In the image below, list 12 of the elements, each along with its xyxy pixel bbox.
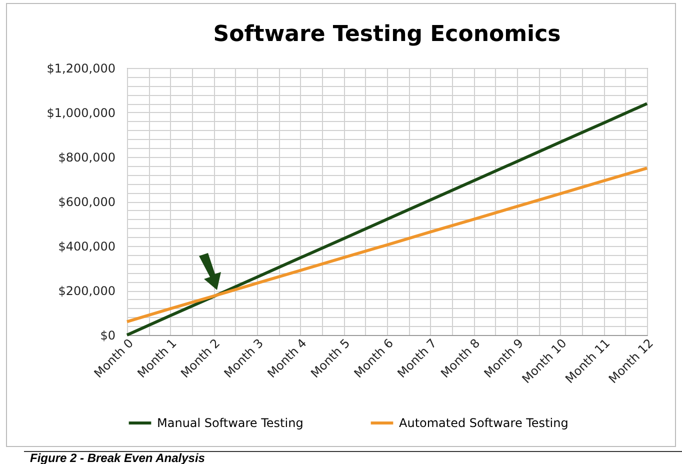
y-tick-label: $400,000 xyxy=(58,240,116,254)
y-tick-label: $800,000 xyxy=(58,150,116,164)
legend-label: Automated Software Testing xyxy=(399,416,568,430)
line-series xyxy=(126,166,648,324)
y-tick-label: $200,000 xyxy=(58,284,116,298)
y-tick-label: $600,000 xyxy=(58,195,116,209)
y-tick-label: $1,000,000 xyxy=(46,106,116,120)
legend-label: Manual Software Testing xyxy=(157,416,304,430)
y-tick-label: $0 xyxy=(100,328,116,342)
line-series xyxy=(126,102,648,336)
y-tick-label: $1,200,000 xyxy=(46,62,116,76)
chart-title: Software Testing Economics xyxy=(213,22,561,47)
